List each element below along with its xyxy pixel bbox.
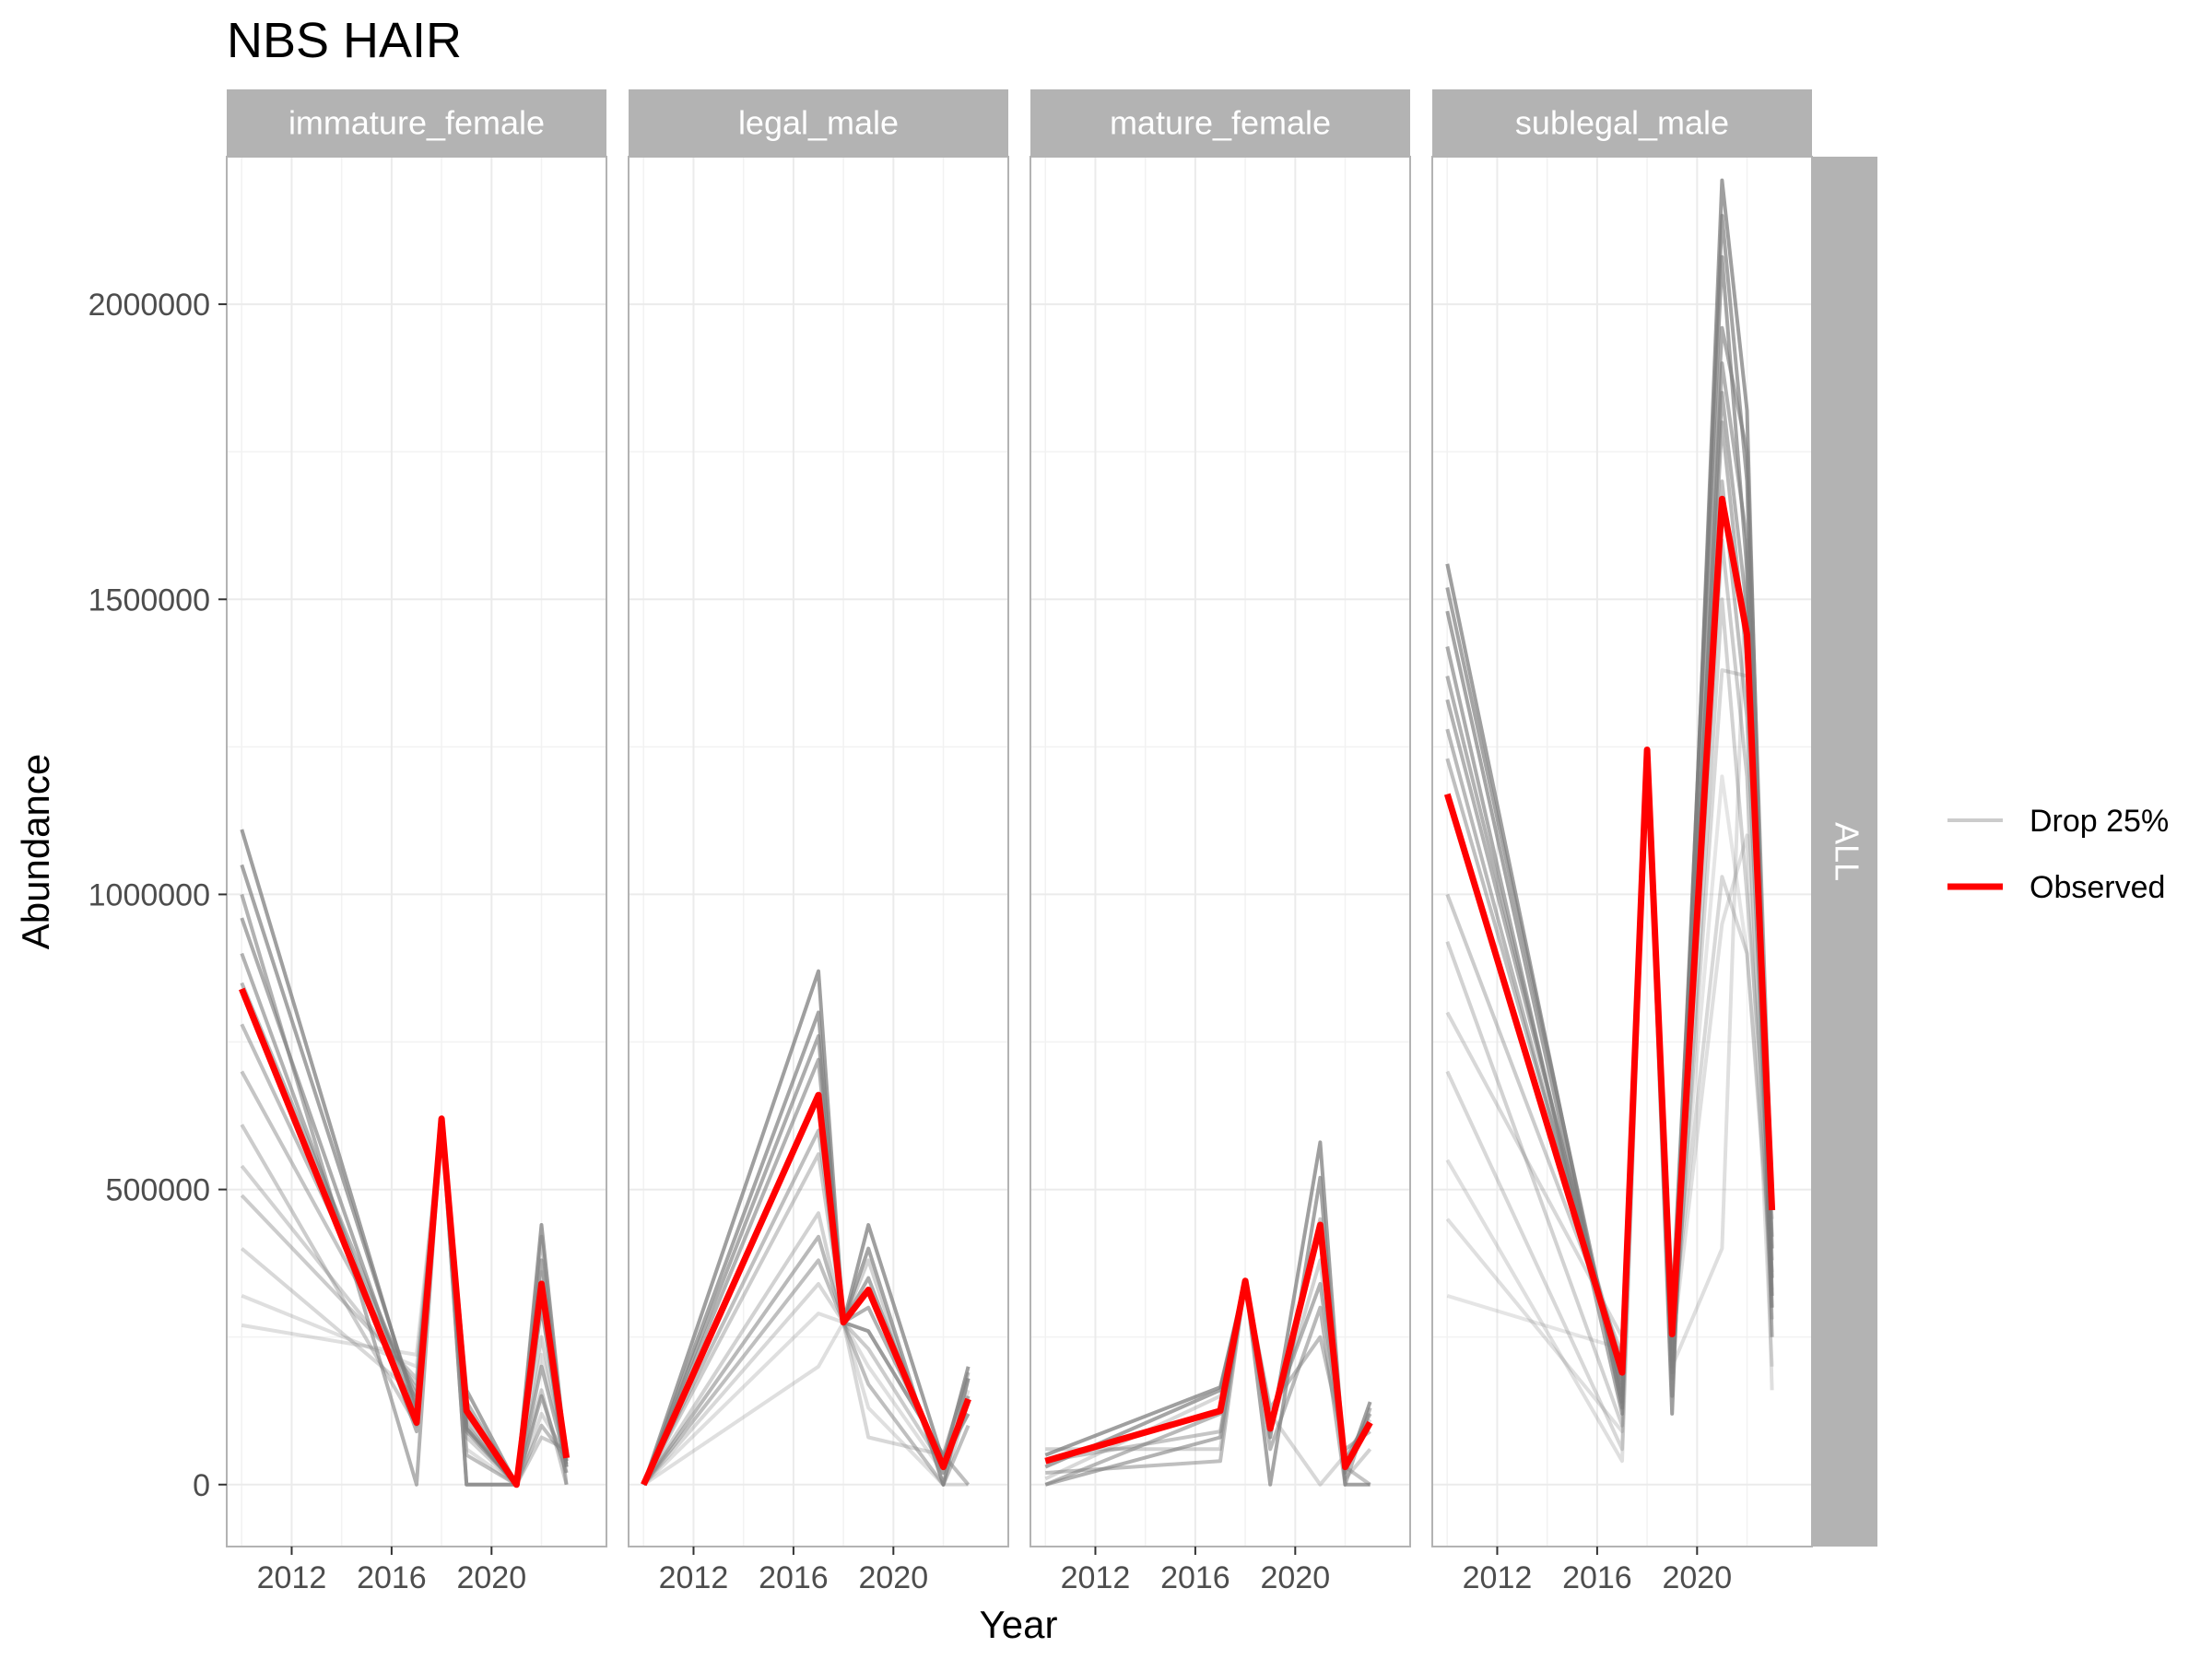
panel-border bbox=[1030, 156, 1411, 1547]
series-drop-25-line bbox=[241, 1116, 569, 1487]
series-drop-25-line bbox=[240, 893, 569, 1487]
facet-panel-sublegal_male: sublegal_male 2012 2016 2020 bbox=[1431, 89, 1813, 1595]
series-drop-25-line bbox=[241, 1116, 569, 1487]
facet-strip-background bbox=[227, 89, 606, 157]
row-strip-background bbox=[1811, 157, 1877, 1547]
series-observed-line bbox=[239, 987, 571, 1488]
legend: Drop 25% Observed bbox=[1947, 804, 2169, 905]
series-drop-25-line bbox=[641, 1258, 971, 1487]
x-tick-label: 2020 bbox=[858, 1560, 928, 1595]
panel-border bbox=[628, 156, 1009, 1547]
facet-panel-legal_male: legal_male 2012 2016 2020 bbox=[628, 89, 1009, 1595]
x-tick-label: 2016 bbox=[1562, 1560, 1632, 1595]
series-drop-25-line bbox=[641, 1010, 971, 1487]
facet-strip-label: immature_female bbox=[288, 104, 545, 142]
series-drop-25-line bbox=[1445, 361, 1774, 1398]
panel-border bbox=[226, 156, 607, 1547]
x-tick-label: 2012 bbox=[1463, 1560, 1533, 1595]
facet-strip-background bbox=[1432, 89, 1812, 157]
facet-strip-label: sublegal_male bbox=[1515, 104, 1729, 142]
y-axis: 0 500000 1000000 1500000 2000000 bbox=[88, 288, 227, 1503]
y-tick-label: 500000 bbox=[106, 1173, 210, 1208]
x-tick-label: 2012 bbox=[257, 1560, 327, 1595]
series-drop-25-line bbox=[1445, 597, 1774, 1428]
x-axis-title: Year bbox=[980, 1603, 1058, 1646]
legend-label-observed: Observed bbox=[2030, 870, 2165, 905]
facet-strip-label: mature_female bbox=[1110, 104, 1331, 142]
y-tick-label: 1000000 bbox=[88, 877, 210, 912]
y-tick-label: 0 bbox=[193, 1468, 210, 1503]
series-observed-line bbox=[1044, 1221, 1373, 1471]
series-drop-25-line bbox=[641, 1312, 969, 1487]
y-tick-label: 2000000 bbox=[88, 288, 210, 323]
series-drop-25-line bbox=[1445, 538, 1774, 1434]
facet-strip-background bbox=[629, 89, 1008, 157]
y-axis-title: Abundance bbox=[14, 754, 57, 950]
legend-label-drop: Drop 25% bbox=[2030, 804, 2169, 839]
series-drop-25-line bbox=[1445, 747, 1774, 1464]
series-drop-25-line bbox=[240, 1116, 569, 1487]
x-tick-label: 2020 bbox=[1662, 1560, 1732, 1595]
x-tick-label: 2012 bbox=[659, 1560, 729, 1595]
facet-panels: immature_female 2012 2016 2020 legal_male 201… bbox=[226, 89, 1813, 1595]
facet-strip-label: legal_male bbox=[738, 104, 899, 142]
row-strip-label: ALL bbox=[1828, 822, 1865, 881]
facet-panel-mature_female: mature_female 2012 2016 2020 bbox=[1030, 89, 1411, 1595]
x-tick-label: 2016 bbox=[1160, 1560, 1230, 1595]
series-observed-line bbox=[1443, 495, 1776, 1376]
row-strip: ALL bbox=[1811, 157, 1877, 1547]
y-tick-label: 1500000 bbox=[88, 582, 210, 618]
x-tick-label: 2020 bbox=[456, 1560, 526, 1595]
x-tick-label: 2020 bbox=[1260, 1560, 1330, 1595]
x-tick-label: 2012 bbox=[1061, 1560, 1131, 1595]
series-observed-line bbox=[641, 1091, 971, 1487]
x-tick-label: 2016 bbox=[759, 1560, 829, 1595]
chart-title: NBS HAIR bbox=[227, 13, 462, 68]
x-tick-label: 2016 bbox=[357, 1560, 427, 1595]
facet-panel-immature_female: immature_female 2012 2016 2020 bbox=[226, 89, 607, 1595]
facet-strip-background bbox=[1030, 89, 1410, 157]
series-drop-25-line bbox=[641, 1234, 971, 1486]
